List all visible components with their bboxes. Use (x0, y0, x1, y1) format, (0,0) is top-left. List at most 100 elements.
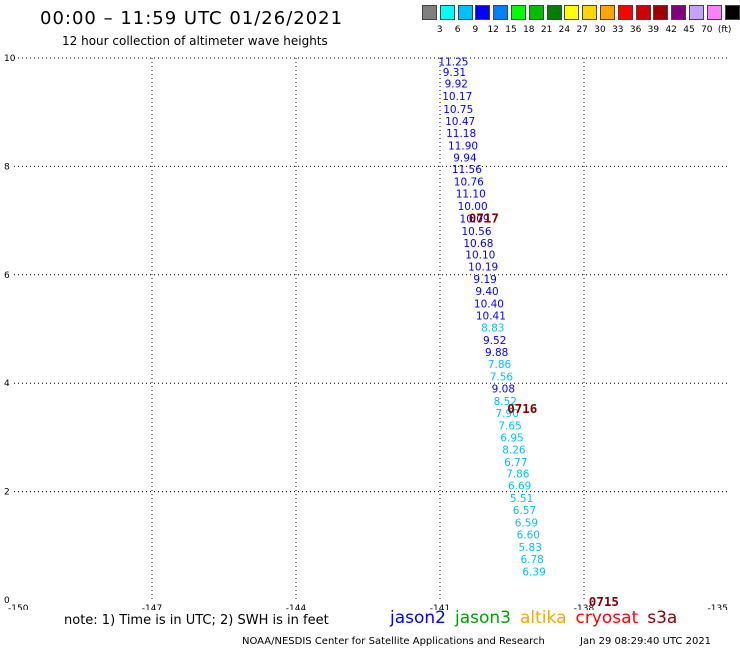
y-tick-label: 4 (4, 379, 10, 389)
wave-height-label: 10.41 (476, 310, 506, 322)
wave-height-label: 9.52 (483, 335, 506, 347)
color-scale-label: 33 (612, 25, 624, 35)
wave-height-label: 10.75 (443, 104, 473, 116)
color-swatch (528, 5, 544, 20)
wave-height-label: 9.19 (473, 274, 496, 286)
color-swatch (511, 5, 526, 20)
wave-height-label: 11.25 (438, 56, 468, 68)
grid-lines (14, 57, 728, 600)
wave-height-label: 10.10 (465, 250, 495, 262)
wave-height-label: 11.90 (448, 140, 478, 152)
wave-height-label: 8.52 (494, 396, 517, 408)
color-scale-label: 21 (540, 25, 553, 35)
color-scale-label: 42 (665, 25, 677, 35)
wave-height-label: 6.69 (508, 481, 531, 493)
y-tick-label: 2 (4, 488, 10, 498)
satellite-legend: jason2 jason3 altika cryosat s3a (390, 608, 686, 628)
y-axis-ticks: 0 2 4 6 8 10 (4, 54, 16, 606)
color-swatch (422, 5, 437, 20)
y-tick-label: 8 (4, 162, 10, 172)
wave-height-label: 9.92 (445, 78, 468, 90)
wave-height-label: 6.57 (513, 505, 536, 517)
color-swatch (600, 5, 615, 20)
data-labels: 11.259.319.9210.1710.7510.4711.1811.909.… (438, 56, 545, 578)
note-text: note: 1) Time is in UTC; 2) SWH is in fe… (64, 613, 329, 628)
y-tick-label: 0 (4, 596, 10, 606)
time-labels: 0717 0716 0715 (469, 210, 619, 609)
color-scale-label: 9 (472, 25, 479, 35)
x-tick-label: -144 (286, 604, 307, 610)
wave-height-label: 8.83 (481, 322, 504, 334)
chart-title: 00:00 – 11:59 UTC 01/26/2021 (40, 8, 344, 29)
wave-height-label: 9.88 (485, 347, 508, 359)
wave-height-label: 7.86 (506, 469, 530, 481)
color-swatch (457, 5, 473, 20)
color-swatch (689, 5, 704, 20)
color-swatch (493, 5, 509, 20)
color-scale-label: 18 (523, 25, 535, 35)
wave-height-label: 10.00 (458, 201, 488, 213)
color-swatch (582, 5, 598, 20)
color-swatch (653, 5, 669, 20)
color-swatch (671, 5, 687, 20)
wave-height-label: 11.18 (446, 128, 476, 140)
wave-height-label: 5.83 (519, 542, 542, 554)
x-tick-label: -141 (430, 604, 450, 610)
color-scale-label: 12 (487, 25, 499, 35)
color-swatch (617, 5, 633, 20)
y-tick-label: 6 (4, 271, 10, 281)
color-scale-label: 27 (576, 25, 588, 35)
x-axis-ticks: -150 -147 -144 -141 -138 -135 (8, 604, 728, 610)
color-swatch (439, 5, 455, 20)
color-swatch (706, 5, 722, 20)
wave-height-label: 7.86 (488, 359, 512, 371)
wave-height-label: 6.60 (517, 529, 540, 541)
credit-text: NOAA/NESDIS Center for Satellite Applica… (242, 636, 545, 647)
wave-height-label: 8.26 (502, 444, 526, 456)
wave-height-label: 10.56 (461, 226, 491, 238)
color-scale-label: 24 (558, 25, 571, 35)
satellite-legend-altika: altika (520, 608, 567, 628)
color-scale-label: 30 (594, 25, 606, 35)
color-scale-label: 70 (701, 25, 713, 35)
x-tick-label: -135 (708, 604, 728, 610)
wave-height-label: 6.59 (515, 517, 538, 529)
time-label: 0716 (507, 401, 537, 416)
wave-height-label: 6.95 (500, 432, 523, 444)
chart-subtitle: 12 hour collection of altimeter wave hei… (62, 34, 328, 48)
color-swatch (635, 5, 651, 20)
wave-height-label: 9.08 (492, 384, 515, 396)
wave-height-label: 10.40 (474, 299, 504, 311)
x-tick-label: -150 (8, 604, 29, 610)
color-scale-label: 36 (629, 25, 642, 35)
x-tick-label: -147 (142, 604, 162, 610)
time-label: 0715 (589, 594, 619, 609)
wave-height-label: 11.10 (456, 189, 486, 201)
wave-height-label: 9.94 (453, 153, 477, 165)
color-swatch (564, 5, 580, 20)
wave-height-label: 11.56 (452, 164, 482, 176)
satellite-legend-cryosat: cryosat (575, 608, 639, 628)
wave-height-label: 9.40 (475, 286, 498, 298)
color-scale-label: 15 (505, 25, 517, 35)
wave-height-label: 10.17 (442, 91, 472, 103)
satellite-legend-s3a: s3a (647, 608, 678, 628)
wave-height-label: 7.90 (496, 408, 519, 420)
wave-height-label: 10.09 (460, 213, 490, 225)
wave-height-label: 6.78 (520, 554, 543, 566)
color-scale-label: 45 (683, 25, 695, 35)
wave-height-label: 6.39 (522, 566, 545, 578)
color-swatch (546, 5, 562, 20)
y-tick-label: 10 (4, 54, 16, 64)
satellite-legend-jason2: jason2 (390, 608, 446, 628)
wave-height-label: 10.76 (454, 177, 484, 189)
wave-height-label: 10.68 (463, 238, 493, 250)
color-swatch (724, 5, 740, 20)
time-label: 0717 (469, 210, 499, 225)
wave-height-label: 7.65 (498, 420, 521, 432)
x-tick-label: -138 (574, 604, 595, 610)
color-scale-label: 6 (454, 25, 461, 35)
satellite-legend-jason3: jason3 (455, 608, 511, 628)
wave-height-label: 5.51 (510, 493, 533, 505)
